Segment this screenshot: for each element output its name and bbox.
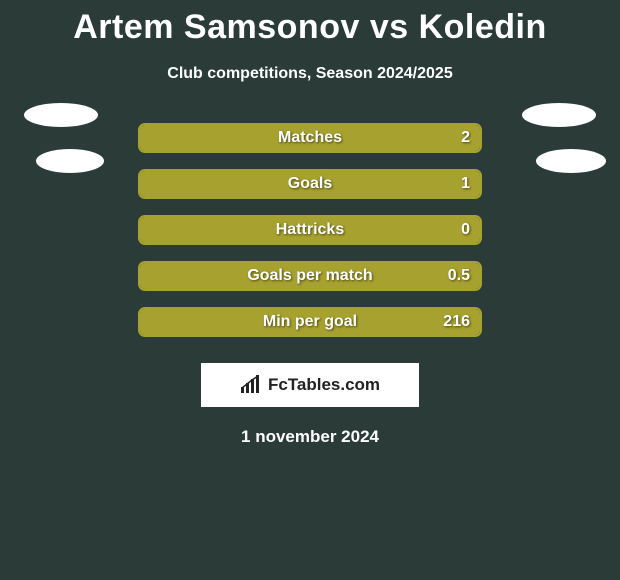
stat-value: 1 bbox=[461, 171, 470, 197]
stat-row: Min per goal216 bbox=[0, 299, 620, 345]
stat-label: Matches bbox=[140, 125, 480, 151]
subtitle: Club competitions, Season 2024/2025 bbox=[0, 65, 620, 83]
logo-text: FcTables.com bbox=[268, 375, 380, 395]
stat-bar: Hattricks0 bbox=[138, 215, 482, 245]
stat-row: Goals per match0.5 bbox=[0, 253, 620, 299]
stat-value: 0.5 bbox=[448, 263, 470, 289]
stat-value: 216 bbox=[443, 309, 470, 335]
comparison-chart: Matches2Goals1Hattricks0Goals per match0… bbox=[0, 115, 620, 345]
stat-row: Hattricks0 bbox=[0, 207, 620, 253]
stat-label: Min per goal bbox=[140, 309, 480, 335]
stat-label: Goals per match bbox=[140, 263, 480, 289]
stat-bar: Min per goal216 bbox=[138, 307, 482, 337]
stat-value: 2 bbox=[461, 125, 470, 151]
page-title: Artem Samsonov vs Koledin bbox=[0, 0, 620, 47]
stat-bar: Matches2 bbox=[138, 123, 482, 153]
stat-bar: Goals per match0.5 bbox=[138, 261, 482, 291]
stat-label: Hattricks bbox=[140, 217, 480, 243]
bar-chart-icon bbox=[240, 375, 262, 395]
stat-row: Matches2 bbox=[0, 115, 620, 161]
stat-row: Goals1 bbox=[0, 161, 620, 207]
stat-label: Goals bbox=[140, 171, 480, 197]
stat-value: 0 bbox=[461, 217, 470, 243]
stat-bar: Goals1 bbox=[138, 169, 482, 199]
date-text: 1 november 2024 bbox=[0, 427, 620, 447]
logo-box: FcTables.com bbox=[201, 363, 419, 407]
